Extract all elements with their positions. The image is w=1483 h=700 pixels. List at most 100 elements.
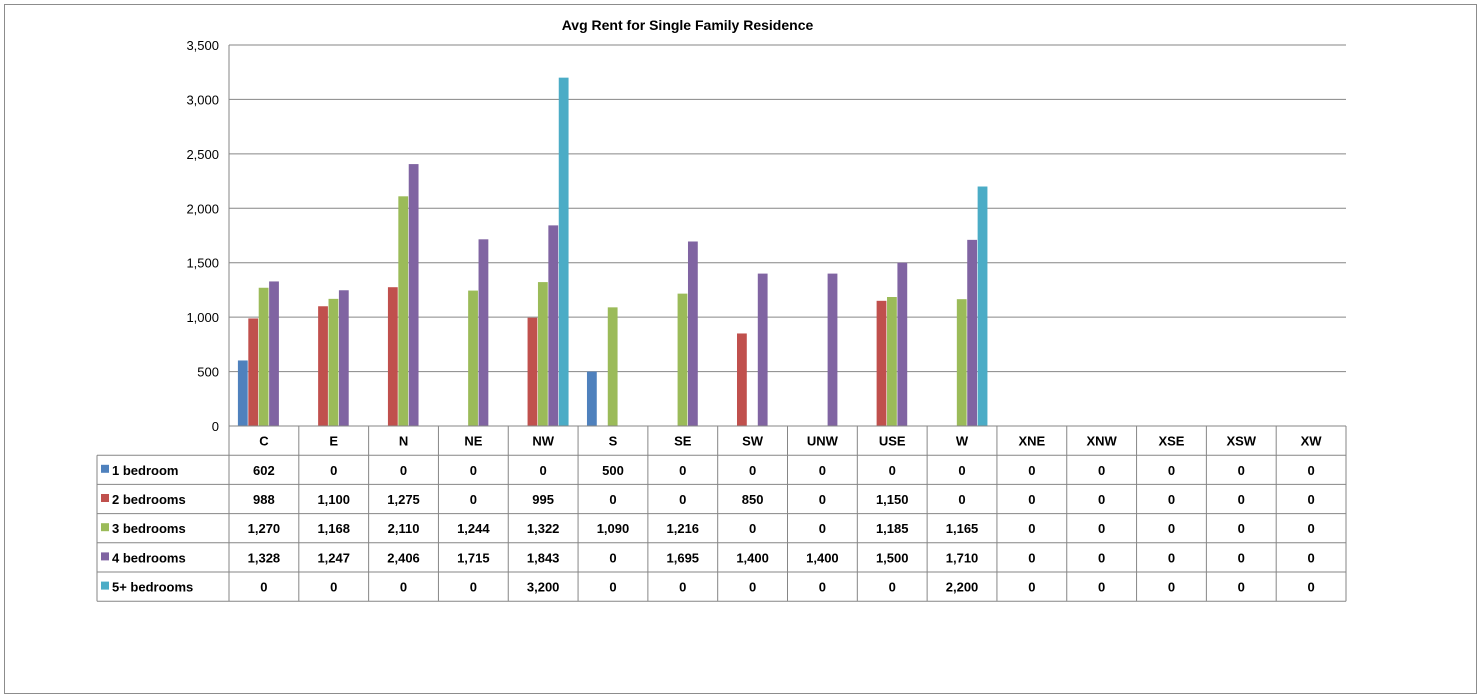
bar-3-bedrooms-n bbox=[398, 196, 409, 426]
category-label: XSE bbox=[1158, 434, 1184, 449]
bar-2-bedrooms-use bbox=[876, 300, 887, 426]
data-label: 0 bbox=[1168, 521, 1175, 536]
bar-4-bedrooms-nw bbox=[548, 225, 559, 426]
bar-3-bedrooms-w bbox=[956, 299, 967, 426]
data-label: 0 bbox=[819, 521, 826, 536]
data-label: 1,100 bbox=[317, 492, 350, 507]
bar-3-bedrooms-c bbox=[258, 287, 269, 426]
data-label: 0 bbox=[889, 463, 896, 478]
data-label: 0 bbox=[889, 580, 896, 595]
category-label: USE bbox=[879, 434, 906, 449]
data-label: 0 bbox=[1238, 521, 1245, 536]
data-label: 0 bbox=[1168, 550, 1175, 565]
category-label: XNW bbox=[1086, 434, 1117, 449]
bars-layer bbox=[237, 77, 988, 427]
bar-3-bedrooms-nw bbox=[537, 282, 548, 426]
chart-svg: Avg Rent for Single Family Residence 0 50… bbox=[96, 17, 1347, 602]
bar-4-bedrooms-ne bbox=[478, 239, 489, 426]
data-label: 0 bbox=[400, 463, 407, 478]
category-label: XSW bbox=[1226, 434, 1256, 449]
data-label: 1,185 bbox=[876, 521, 909, 536]
y-tick-label: 3,500 bbox=[186, 38, 219, 53]
data-label: 1,400 bbox=[736, 550, 769, 565]
data-label: 0 bbox=[1028, 550, 1035, 565]
data-label: 0 bbox=[1098, 492, 1105, 507]
data-label: 0 bbox=[819, 580, 826, 595]
data-label: 1,843 bbox=[527, 550, 560, 565]
data-label: 2,200 bbox=[946, 580, 979, 595]
bar-4-bedrooms-use bbox=[897, 262, 908, 426]
data-label: 1,090 bbox=[597, 521, 630, 536]
data-label: 0 bbox=[749, 521, 756, 536]
data-label: 0 bbox=[330, 463, 337, 478]
data-label: 1,322 bbox=[527, 521, 560, 536]
data-label: 0 bbox=[1168, 463, 1175, 478]
y-tick-label: 2,500 bbox=[186, 147, 219, 162]
y-tick-label: 1,000 bbox=[186, 310, 219, 325]
bar-2-bedrooms-sw bbox=[736, 333, 747, 426]
bar-2-bedrooms-n bbox=[387, 287, 398, 426]
data-label: 0 bbox=[260, 580, 267, 595]
legend-label: 5+ bedrooms bbox=[112, 580, 193, 595]
category-label: E bbox=[329, 434, 338, 449]
data-label: 500 bbox=[602, 463, 624, 478]
legend-label: 2 bedrooms bbox=[112, 492, 186, 507]
bar-1-bedroom-c bbox=[237, 360, 248, 426]
data-label: 0 bbox=[1168, 492, 1175, 507]
data-label: 988 bbox=[253, 492, 275, 507]
data-label: 0 bbox=[679, 580, 686, 595]
data-label: 0 bbox=[1098, 550, 1105, 565]
category-label: UNW bbox=[807, 434, 839, 449]
bar-3-bedrooms-ne bbox=[468, 290, 478, 426]
y-tick-label: 0 bbox=[212, 419, 219, 434]
data-label: 0 bbox=[330, 580, 337, 595]
bar-2-bedrooms-e bbox=[318, 306, 328, 426]
bar-4-bedrooms-unw bbox=[827, 273, 838, 426]
data-label: 0 bbox=[958, 463, 965, 478]
bar-3-bedrooms-s bbox=[607, 307, 618, 426]
data-label: 0 bbox=[1028, 580, 1035, 595]
data-label: 0 bbox=[1028, 521, 1035, 536]
data-label: 1,216 bbox=[667, 521, 700, 536]
data-label: 0 bbox=[1028, 492, 1035, 507]
data-label: 1,275 bbox=[387, 492, 420, 507]
data-label: 0 bbox=[1028, 463, 1035, 478]
bar-2-bedrooms-nw bbox=[527, 317, 538, 426]
data-label: 0 bbox=[609, 550, 616, 565]
data-label: 0 bbox=[819, 463, 826, 478]
chart-frame: Avg Rent for Single Family Residence 0 50… bbox=[4, 4, 1477, 694]
data-label: 0 bbox=[609, 580, 616, 595]
data-label: 0 bbox=[1238, 550, 1245, 565]
data-label: 2,406 bbox=[387, 550, 420, 565]
data-label: 0 bbox=[1168, 580, 1175, 595]
data-label: 0 bbox=[1307, 550, 1314, 565]
data-label: 0 bbox=[609, 492, 616, 507]
category-label: C bbox=[259, 434, 269, 449]
bar-3-bedrooms-use bbox=[887, 297, 897, 426]
data-label: 0 bbox=[958, 492, 965, 507]
legend-label: 1 bedroom bbox=[112, 463, 178, 478]
y-tick-label: 1,500 bbox=[186, 256, 219, 271]
data-label: 0 bbox=[1307, 580, 1314, 595]
data-label: 850 bbox=[742, 492, 764, 507]
data-label: 0 bbox=[679, 463, 686, 478]
data-label: 0 bbox=[749, 463, 756, 478]
data-label: 0 bbox=[1238, 492, 1245, 507]
data-label: 0 bbox=[1238, 463, 1245, 478]
chart-title: Avg Rent for Single Family Residence bbox=[562, 17, 814, 33]
data-label: 1,150 bbox=[876, 492, 909, 507]
data-label: 0 bbox=[540, 463, 547, 478]
data-label: 1,715 bbox=[457, 550, 490, 565]
bar-4-bedrooms-e bbox=[338, 290, 349, 426]
bar-4-bedrooms-sw bbox=[757, 273, 768, 426]
data-label: 1,500 bbox=[876, 550, 909, 565]
bar-3-bedrooms-e bbox=[328, 298, 339, 426]
data-label: 1,168 bbox=[317, 521, 350, 536]
legend-key bbox=[101, 464, 109, 473]
legend-key bbox=[101, 581, 109, 590]
category-label: XNE bbox=[1018, 434, 1045, 449]
legend-label: 4 bedrooms bbox=[112, 550, 186, 565]
data-label: 0 bbox=[1307, 521, 1314, 536]
bar-4-bedrooms-c bbox=[269, 281, 279, 426]
data-label: 0 bbox=[1307, 463, 1314, 478]
